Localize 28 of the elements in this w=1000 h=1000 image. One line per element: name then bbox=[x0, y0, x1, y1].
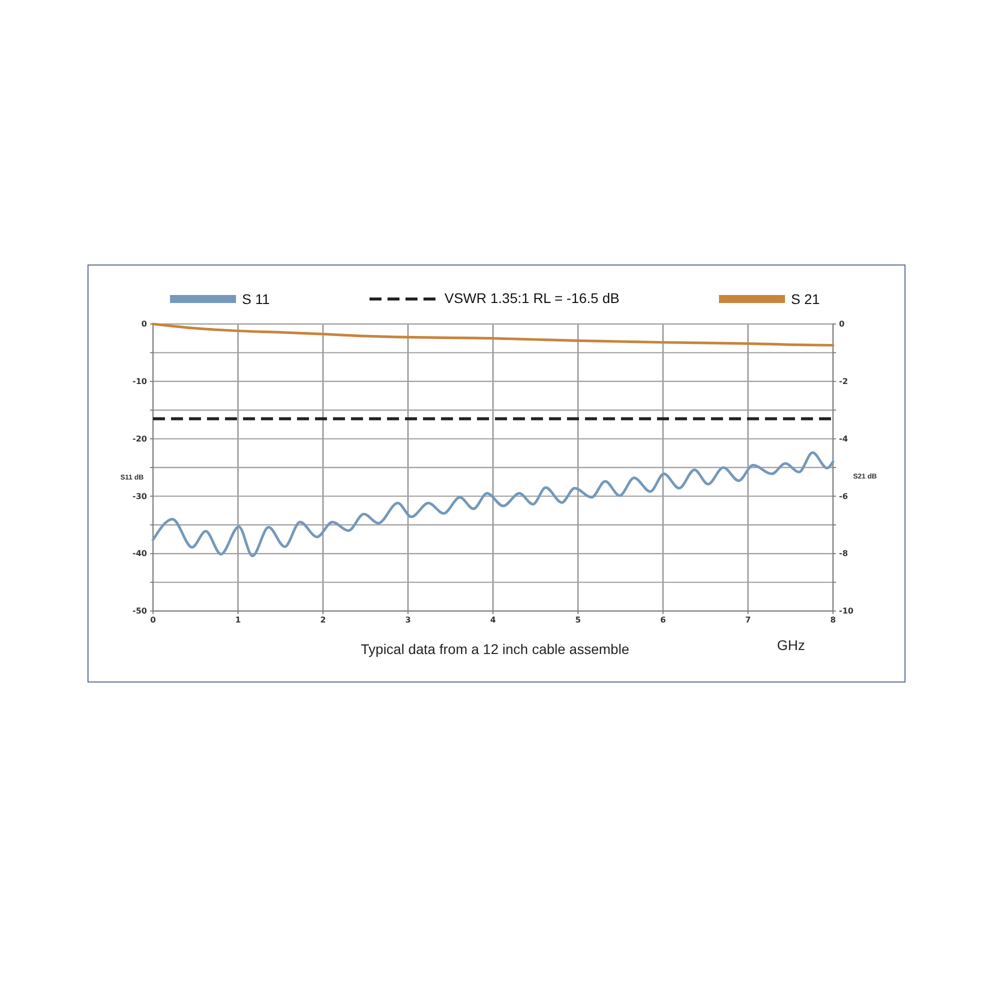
y2-tick-label: -8 bbox=[839, 549, 848, 558]
text: Typical data from a 12 inch cable assemble bbox=[360, 641, 630, 657]
x-axis-title: GHz bbox=[777, 637, 805, 653]
y2-tick-label: -10 bbox=[839, 606, 854, 616]
y-tick-label: -10 bbox=[132, 376, 148, 386]
line-series bbox=[152, 451, 834, 558]
y2-tick-label: 0 bbox=[839, 320, 845, 329]
x-tick-label: 8 bbox=[830, 616, 836, 625]
x-tick-label: 1 bbox=[235, 616, 242, 625]
legend-label: S 21 bbox=[790, 291, 820, 307]
y2-tick-label: -4 bbox=[839, 434, 848, 444]
x-tick-label: 4 bbox=[490, 616, 496, 625]
y-tick-label: -50 bbox=[132, 606, 148, 616]
y-tick-label: -40 bbox=[132, 549, 148, 558]
y-tick-label: 0 bbox=[141, 320, 148, 329]
legend-label: VSWR 1.35:1 RL = -16.5 dB bbox=[444, 290, 620, 306]
x-tick-label: 0 bbox=[150, 616, 156, 625]
x-tick-label: 5 bbox=[575, 616, 582, 625]
legend-label: S 11 bbox=[242, 291, 270, 307]
x-tick-label: 7 bbox=[745, 616, 751, 625]
x-tick-label: 3 bbox=[405, 616, 411, 625]
y-tick-label: -30 bbox=[132, 492, 148, 501]
line-series bbox=[152, 322, 834, 347]
x-tick-label: 2 bbox=[320, 616, 326, 625]
y2-tick-label: -6 bbox=[839, 492, 848, 501]
y2-tick-label: -2 bbox=[839, 376, 848, 386]
x-tick-label: 6 bbox=[660, 616, 666, 625]
y-tick-label: -20 bbox=[132, 434, 148, 444]
